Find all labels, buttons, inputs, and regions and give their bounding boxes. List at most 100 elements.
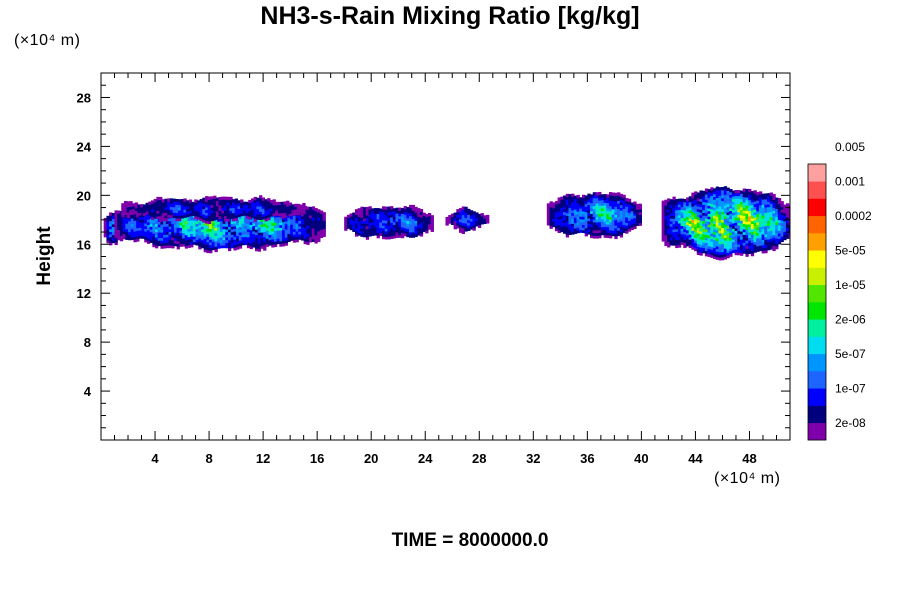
heatmap-cell <box>253 199 257 203</box>
heatmap-cell <box>238 218 243 222</box>
heatmap-cell <box>745 218 749 222</box>
heatmap-cell <box>702 223 706 227</box>
heatmap-cell <box>756 229 760 234</box>
heatmap-cell <box>677 206 682 211</box>
heatmap-cell <box>182 229 186 234</box>
heatmap-cell <box>117 218 121 222</box>
heatmap-cell <box>368 219 372 224</box>
heatmap-cell <box>103 234 108 238</box>
heatmap-cell <box>740 239 744 243</box>
heatmap-cell <box>683 217 687 222</box>
heatmap-cell <box>769 216 774 221</box>
heatmap-cell <box>387 230 391 235</box>
heatmap-cell <box>288 207 293 212</box>
heatmap-cell <box>696 197 701 202</box>
heatmap-cell <box>392 210 397 215</box>
heatmap-cell <box>680 236 684 240</box>
heatmap-cell <box>236 240 240 245</box>
heatmap-cell <box>723 234 728 238</box>
heatmap-cell <box>672 237 676 241</box>
heatmap-cell <box>317 222 321 226</box>
heatmap-cell <box>590 213 594 217</box>
heatmap-cell <box>627 204 632 208</box>
heatmap-cell <box>694 194 698 198</box>
heatmap-cell <box>257 218 262 223</box>
heatmap-cell <box>182 240 186 244</box>
heatmap-cell <box>565 231 570 235</box>
heatmap-cell <box>390 208 394 213</box>
heatmap-cell <box>263 228 267 232</box>
heatmap-cell <box>109 233 113 238</box>
heatmap-cell <box>753 219 757 224</box>
heatmap-cell <box>761 239 765 243</box>
heatmap-cell <box>737 198 741 202</box>
heatmap-cell <box>710 189 714 194</box>
heatmap-cell <box>775 208 779 212</box>
heatmap-cell <box>260 226 264 230</box>
heatmap-cell <box>565 220 570 225</box>
heatmap-cell <box>721 256 725 261</box>
heatmap-cell <box>273 230 278 234</box>
heatmap-cell <box>276 227 280 231</box>
heatmap-cell <box>257 245 262 250</box>
heatmap-cell <box>464 214 468 219</box>
heatmap-cell <box>344 222 348 226</box>
y-axis-unit: (×10⁴ m) <box>14 32 81 49</box>
heatmap-cell <box>480 218 484 222</box>
heatmap-cell <box>227 242 232 246</box>
heatmap-cell <box>707 194 711 198</box>
heatmap-cell <box>721 240 725 245</box>
heatmap-cell <box>245 212 249 216</box>
heatmap-cell <box>229 212 233 217</box>
heatmap-cell <box>619 196 624 200</box>
heatmap-cell <box>731 206 736 210</box>
heatmap-cell <box>300 234 305 238</box>
heatmap-cell <box>723 245 728 249</box>
heatmap-cell <box>767 206 771 210</box>
heatmap-cell <box>398 234 402 238</box>
heatmap-cell <box>218 196 222 201</box>
heatmap-cell <box>740 190 744 194</box>
heatmap-cell <box>608 218 613 223</box>
heatmap-cell <box>256 197 260 202</box>
heatmap-cell <box>175 201 179 205</box>
heatmap-cell <box>742 234 747 238</box>
heatmap-cell <box>215 211 220 215</box>
heatmap-cell <box>191 207 195 211</box>
heatmap-cell <box>592 221 597 226</box>
heatmap-cell <box>252 230 256 235</box>
heatmap-cell <box>275 204 279 208</box>
heatmap-cell <box>160 226 164 230</box>
heatmap-cell <box>273 243 278 248</box>
heatmap-cell <box>737 225 741 229</box>
heatmap-cell <box>276 230 280 234</box>
heatmap-cell <box>187 228 191 232</box>
heatmap-cell <box>769 192 774 196</box>
heatmap-cell <box>702 220 706 224</box>
heatmap-cell <box>303 230 307 234</box>
heatmap-cell <box>210 212 214 216</box>
heatmap-cell <box>680 206 684 210</box>
heatmap-cell <box>775 202 779 207</box>
heatmap-cell <box>764 206 768 211</box>
heatmap-cell <box>587 193 591 197</box>
heatmap-cell <box>715 210 719 215</box>
heatmap-cell <box>187 236 191 240</box>
heatmap-cell <box>209 223 213 227</box>
heatmap-cell <box>775 211 779 215</box>
heatmap-cell <box>172 206 176 210</box>
heatmap-cell <box>198 224 202 228</box>
heatmap-cell <box>677 239 682 243</box>
heatmap-cell <box>241 223 245 227</box>
heatmap-cell <box>241 239 245 243</box>
heatmap-cell <box>390 211 394 215</box>
heatmap-cell <box>280 201 284 206</box>
heatmap-cell <box>469 226 474 230</box>
heatmap-cell <box>563 208 567 213</box>
heatmap-cell <box>211 241 216 245</box>
heatmap-cell <box>287 230 291 234</box>
heatmap-cell <box>756 210 760 215</box>
heatmap-cell <box>718 235 722 239</box>
colorbar-swatch <box>808 267 826 286</box>
heatmap-cell <box>164 201 168 205</box>
